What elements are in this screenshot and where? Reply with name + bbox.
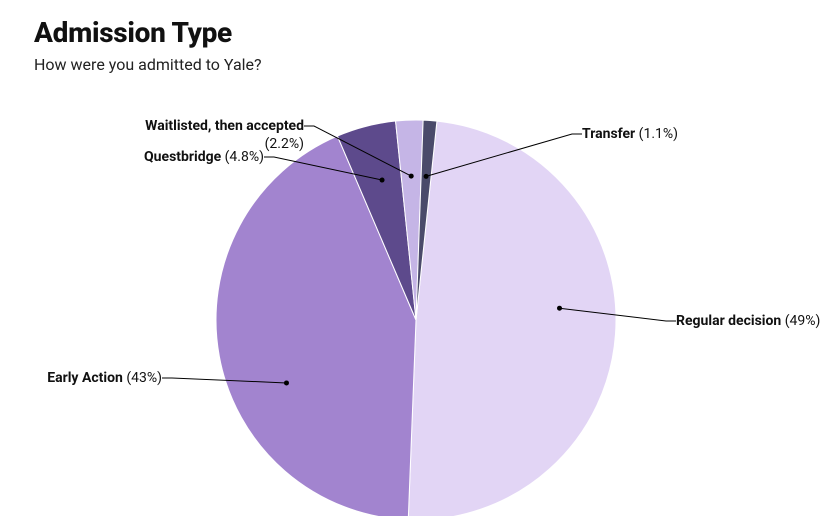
slice-label-waitlisted: Waitlisted, then accepted(2.2%): [145, 118, 304, 153]
page-title: Admission Type: [34, 16, 806, 49]
leader-dot-early: [284, 380, 289, 385]
leader-dot-questbridge: [380, 178, 385, 183]
slice-label-regular: Regular decision (49%): [676, 313, 820, 331]
leader-dot-waitlisted: [409, 174, 414, 179]
chart-container: Admission Type How were you admitted to …: [0, 0, 840, 532]
leader-dot-regular: [557, 306, 562, 311]
leader-dot-transfer: [424, 174, 429, 179]
pie-slice-regular: [408, 121, 616, 516]
pie-chart: Regular decision (49%)Early Action (43%)…: [34, 86, 806, 516]
page-subtitle: How were you admitted to Yale?: [34, 55, 806, 74]
slice-label-transfer: Transfer (1.1%): [582, 126, 678, 144]
slice-label-early: Early Action (43%): [47, 370, 162, 388]
